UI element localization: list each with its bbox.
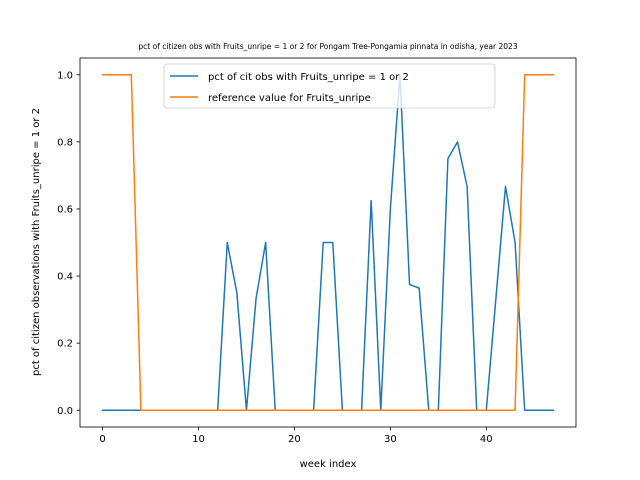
y-axis: 0.0 0.2 0.4 0.6 0.8 1.0 <box>57 70 80 417</box>
legend-label-2: reference value for Fruits_unripe <box>208 93 371 104</box>
y-tick-label: 1.0 <box>57 70 73 81</box>
y-tick-label: 0.8 <box>57 137 73 148</box>
x-tick-label: 10 <box>192 434 205 445</box>
x-axis-label: week index <box>300 459 357 470</box>
plot-area <box>101 74 555 411</box>
x-tick-label: 30 <box>384 434 397 445</box>
y-tick-label: 0.0 <box>57 406 73 417</box>
legend: pct of cit obs with Fruits_unripe = 1 or… <box>163 63 496 109</box>
x-tick-label: 40 <box>480 434 493 445</box>
series-line-1 <box>101 74 555 411</box>
x-tick-label: 0 <box>99 434 105 445</box>
plot-frame <box>79 57 577 428</box>
x-tick-label: 20 <box>288 434 301 445</box>
x-axis: 0 10 20 30 40 <box>99 427 493 445</box>
chart-title: pct of citizen obs with Fruits_unripe = … <box>138 42 517 51</box>
y-axis-label: pct of citizen observations with Fruits_… <box>31 108 42 376</box>
y-tick-label: 0.2 <box>57 339 73 350</box>
y-tick-label: 0.4 <box>57 272 73 283</box>
legend-label-1: pct of cit obs with Fruits_unripe = 1 or… <box>208 72 409 83</box>
y-tick-label: 0.6 <box>57 205 73 216</box>
series-line-2 <box>101 74 555 411</box>
legend-box <box>163 63 496 109</box>
